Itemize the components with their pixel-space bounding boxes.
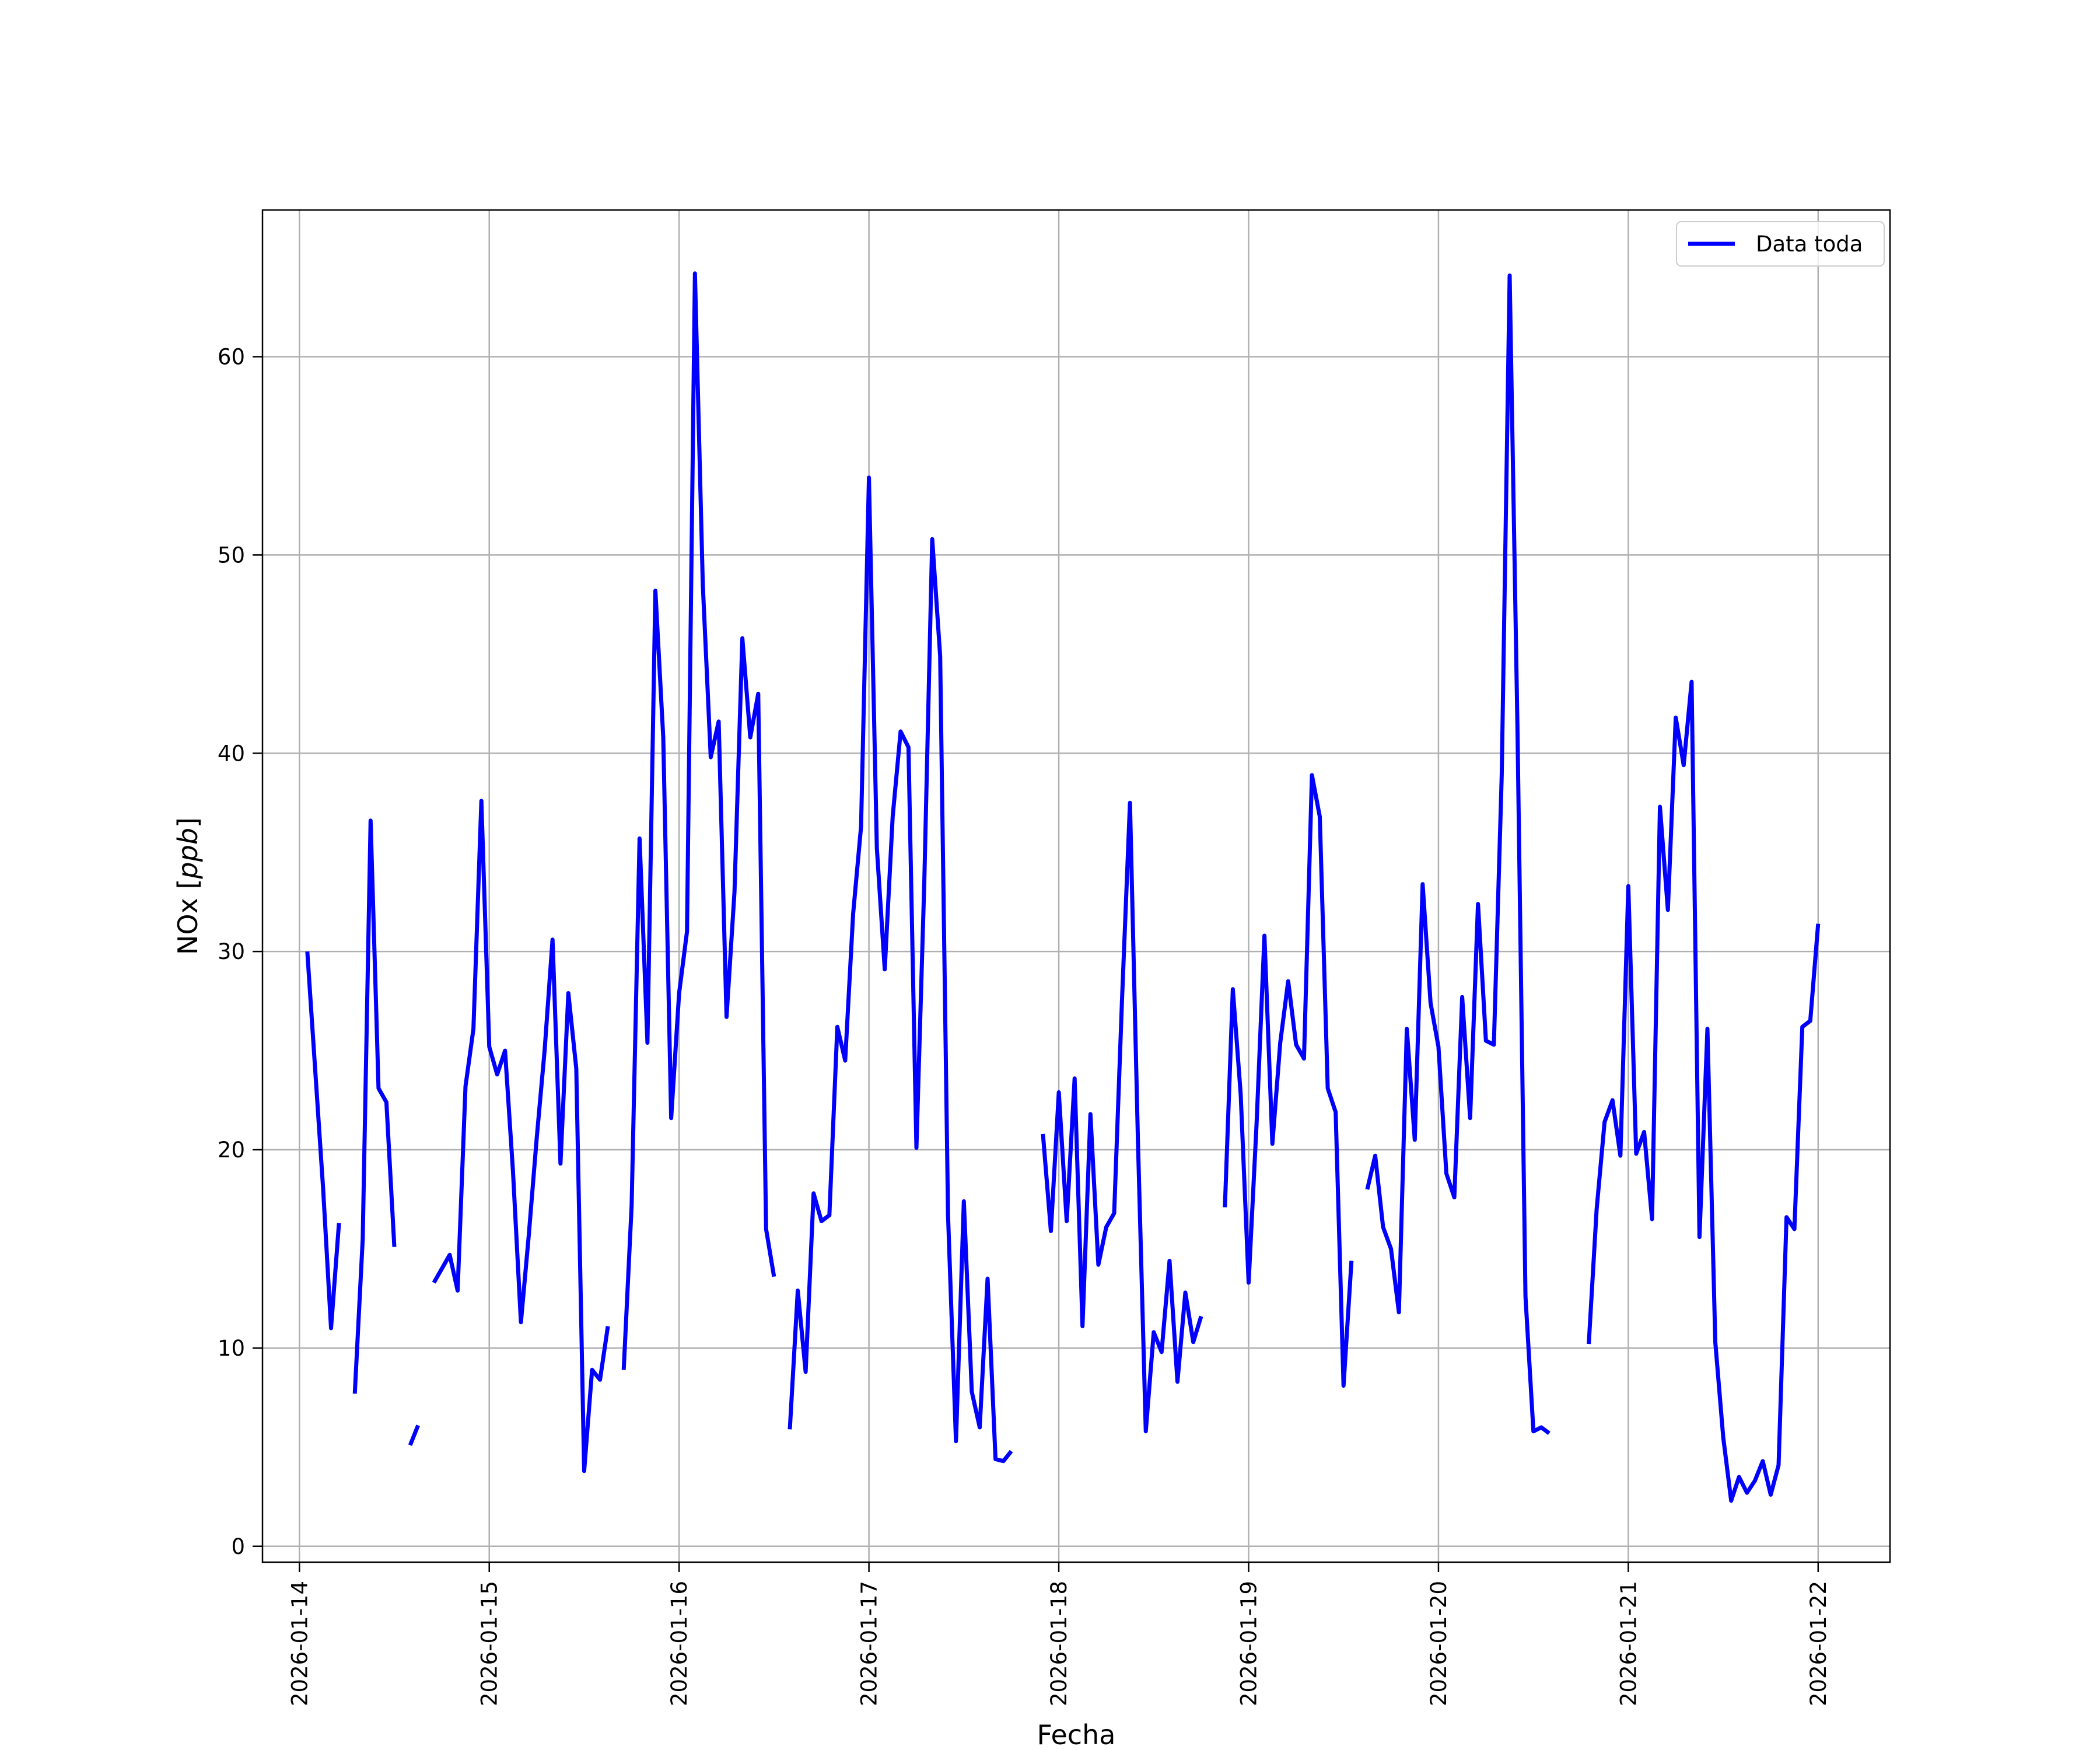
legend: Data toda bbox=[1676, 221, 1885, 267]
y-tick-label: 50 bbox=[218, 542, 245, 568]
x-tick-label: 2026-01-17 bbox=[857, 1581, 882, 1706]
y-tick-label: 0 bbox=[231, 1534, 245, 1559]
x-axis-label: Fecha bbox=[1037, 1719, 1116, 1750]
y-tick-label: 20 bbox=[218, 1138, 245, 1163]
x-tick-label: 2026-01-18 bbox=[1046, 1581, 1072, 1706]
grid-lines bbox=[262, 210, 1890, 1562]
x-tick-label: 2026-01-14 bbox=[287, 1581, 312, 1706]
series-layer bbox=[305, 271, 1821, 1503]
y-tick-label: 60 bbox=[218, 345, 245, 370]
x-tick-label: 2026-01-22 bbox=[1806, 1581, 1831, 1706]
legend-box bbox=[1676, 221, 1885, 267]
y-axis-ticks: 0 10 20 30 40 50 60 bbox=[218, 345, 262, 1559]
x-tick-label: 2026-01-15 bbox=[477, 1581, 502, 1706]
y-tick-label: 40 bbox=[218, 741, 245, 766]
x-tick-label: 2026-01-21 bbox=[1616, 1581, 1641, 1706]
y-tick-label: 30 bbox=[218, 939, 245, 964]
y-axis-label: NOx [ppb] bbox=[172, 817, 204, 955]
plot-frame bbox=[261, 209, 1891, 1563]
x-axis-ticks: 2026-01-14 2026-01-15 2026-01-16 2026-01-17… bbox=[287, 1562, 1831, 1706]
x-tick-label: 2026-01-16 bbox=[667, 1581, 692, 1706]
x-tick-label: 2026-01-20 bbox=[1426, 1581, 1451, 1706]
series-line-data-toda bbox=[305, 271, 1821, 1503]
legend-entry-label: Data toda bbox=[1756, 232, 1863, 257]
y-tick-label: 10 bbox=[218, 1336, 245, 1361]
x-tick-label: 2026-01-19 bbox=[1236, 1581, 1261, 1706]
